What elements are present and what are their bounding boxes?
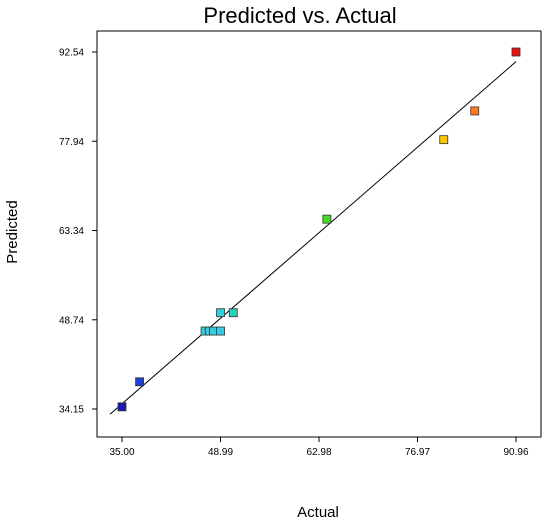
y-tick-label: 34.15 <box>59 405 84 416</box>
data-point <box>439 135 449 145</box>
data-point <box>322 214 332 224</box>
x-tick-label: 35.00 <box>109 447 134 458</box>
y-axis: 34.15 48.74 63.34 77.94 92.54 <box>59 48 97 416</box>
data-point <box>216 326 225 336</box>
data-point <box>117 402 127 412</box>
y-tick-label: 63.34 <box>59 226 84 237</box>
data-points <box>117 47 521 412</box>
data-point <box>228 308 238 318</box>
data-point <box>511 47 521 57</box>
x-tick-label: 90.96 <box>503 447 528 458</box>
x-tick-label: 62.98 <box>306 447 331 458</box>
data-point <box>135 377 145 387</box>
reference-line <box>109 61 517 415</box>
y-tick-label: 77.94 <box>59 137 84 148</box>
y-axis-label: Predicted <box>4 200 21 263</box>
chart-title: Predicted vs. Actual <box>203 3 396 28</box>
y-tick-label: 92.54 <box>59 48 84 59</box>
data-point <box>216 308 225 318</box>
x-tick-label: 48.99 <box>208 447 233 458</box>
data-point <box>470 106 480 116</box>
x-axis-label: Actual <box>297 504 339 521</box>
x-axis: 35.00 48.99 62.98 76.97 90.96 <box>109 437 529 458</box>
y-tick-label: 48.74 <box>59 315 84 326</box>
plot-frame <box>96 30 542 438</box>
x-tick-label: 76.97 <box>405 447 430 458</box>
